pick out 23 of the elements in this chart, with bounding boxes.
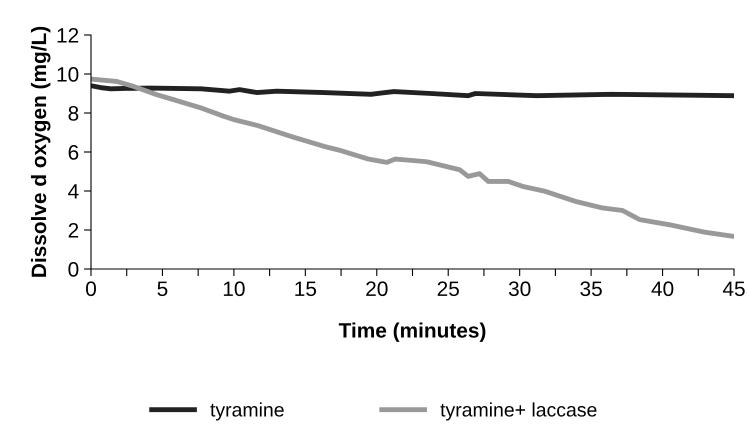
line-series	[91, 76, 734, 239]
y-axis-title: Dissolve d oxygen (mg/L)	[30, 26, 50, 277]
line-series	[91, 83, 734, 98]
y-tick-label: 8	[68, 106, 78, 121]
x-tick-label: 45	[722, 282, 745, 296]
y-tick-label: 4	[68, 184, 79, 199]
y-tick-label: 6	[68, 145, 78, 160]
legend-label: tyramine+ laccase	[440, 402, 596, 420]
x-tick-label: 25	[438, 281, 459, 296]
y-tick-label: 0	[68, 262, 78, 277]
x-tick-label: 20	[366, 281, 388, 296]
x-tick-label: 15	[295, 282, 316, 296]
x-tick-label: 10	[224, 281, 245, 296]
x-tick-label: 35	[580, 281, 602, 296]
x-tick-label: 30	[508, 281, 530, 296]
y-tick-label: 2	[68, 223, 78, 238]
x-tick-label: 5	[157, 282, 168, 296]
x-tick-label: 0	[86, 281, 96, 296]
y-tick-label: 12	[58, 28, 78, 43]
y-tick-label: 10	[58, 67, 78, 82]
legend-label: tyramine	[210, 402, 284, 420]
x-tick-label: 40	[651, 281, 674, 296]
x-axis-title: Time (minutes)	[338, 322, 486, 342]
